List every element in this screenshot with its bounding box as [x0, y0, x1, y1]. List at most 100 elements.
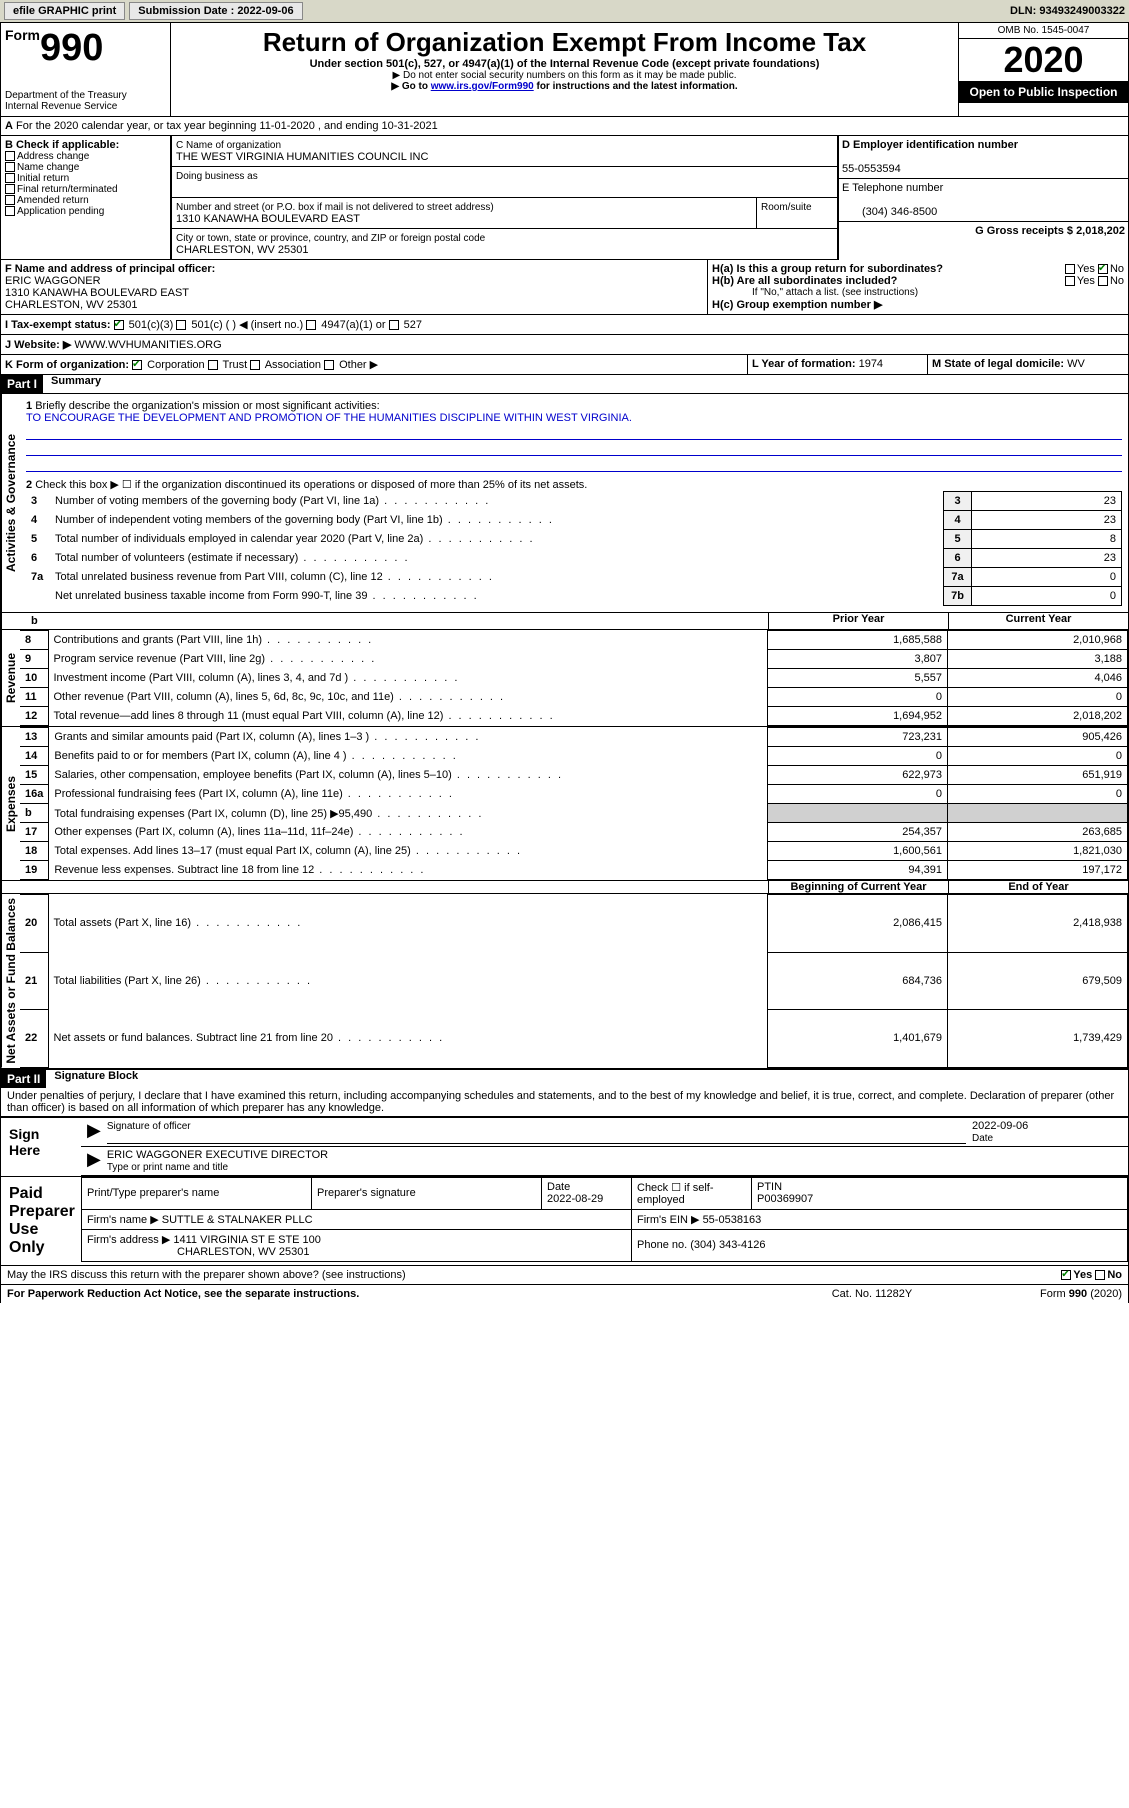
vert-exp: Expenses	[1, 727, 20, 880]
year-formation: 1974	[859, 358, 883, 370]
prior-year-hdr: Prior Year	[768, 613, 948, 629]
officer-city: CHARLESTON, WV 25301	[5, 299, 137, 311]
irs-link[interactable]: www.irs.gov/Form990	[431, 81, 534, 92]
arrow-icon: ▶	[87, 1149, 101, 1173]
prep-date: 2022-08-29	[547, 1193, 603, 1205]
hb-yes-checkbox[interactable]	[1065, 276, 1075, 286]
website-value: WWW.WVHUMANITIES.ORG	[74, 339, 221, 351]
open-inspection: Open to Public Inspection	[959, 81, 1128, 103]
period-line: A For the 2020 calendar year, or tax yea…	[0, 117, 1129, 136]
org-form-checkbox[interactable]	[132, 360, 142, 370]
mission-text: TO ENCOURAGE THE DEVELOPMENT AND PROMOTI…	[26, 412, 1122, 424]
part2-badge: Part II	[1, 1070, 46, 1088]
room-label: Room/suite	[761, 202, 812, 213]
beg-year-hdr: Beginning of Current Year	[768, 881, 948, 893]
topbar: efile GRAPHIC print Submission Date : 20…	[0, 0, 1129, 22]
hb-no-checkbox[interactable]	[1098, 276, 1108, 286]
note-ssn: ▶ Do not enter social security numbers o…	[175, 70, 954, 81]
sign-here-label: Sign Here	[1, 1118, 81, 1176]
prep-name-hdr: Print/Type preparer's name	[82, 1177, 312, 1209]
officer-sig-name: ERIC WAGGONER EXECUTIVE DIRECTOR	[107, 1149, 328, 1161]
current-year-hdr: Current Year	[948, 613, 1128, 629]
tax-status-checkbox[interactable]	[389, 320, 399, 330]
note-link: ▶ Go to www.irs.gov/Form990 for instruct…	[175, 81, 954, 92]
section-b-checkbox[interactable]	[5, 206, 15, 216]
name-label: Type or print name and title	[107, 1162, 228, 1173]
section-b-checkbox[interactable]	[5, 162, 15, 172]
klm-row: K Form of organization: Corporation Trus…	[0, 355, 1129, 375]
sign-block: Sign Here ▶ Signature of officer 2022-09…	[0, 1117, 1129, 1177]
section-b-checkbox[interactable]	[5, 151, 15, 161]
form-footer: Form 990 (2020)	[972, 1288, 1122, 1300]
section-b-checkbox[interactable]	[5, 173, 15, 183]
part1-badge: Part I	[1, 375, 43, 393]
org-form-checkbox[interactable]	[324, 360, 334, 370]
pra-notice: For Paperwork Reduction Act Notice, see …	[7, 1288, 772, 1300]
self-emp-label: Check ☐ if self-employed	[632, 1177, 752, 1209]
org-form-checkbox[interactable]	[208, 360, 218, 370]
ptin-value: P00369907	[757, 1193, 813, 1205]
form-title: Return of Organization Exempt From Incom…	[175, 27, 954, 58]
section-i-label: I Tax-exempt status:	[5, 319, 111, 331]
part1-header: Part I Summary	[0, 375, 1129, 394]
tax-status-checkbox[interactable]	[114, 320, 124, 330]
submission-button[interactable]: Submission Date : 2022-09-06	[129, 2, 302, 20]
org-form-checkbox[interactable]	[250, 360, 260, 370]
section-b-label: B Check if applicable:	[5, 139, 119, 151]
year-formation-label: L Year of formation:	[752, 358, 856, 370]
sig-officer-label: Signature of officer	[107, 1121, 191, 1132]
dln-label: DLN: 93493249003322	[1010, 5, 1125, 17]
tax-status-checkbox[interactable]	[306, 320, 316, 330]
blank-line	[26, 458, 1122, 472]
sign-date: 2022-09-06	[972, 1120, 1028, 1132]
q2-label: Check this box ▶ ☐ if the organization d…	[35, 479, 587, 491]
blank-line	[26, 426, 1122, 440]
vert-net: Net Assets or Fund Balances	[1, 894, 20, 1068]
ein-label: D Employer identification number	[842, 139, 1018, 151]
ha-no-checkbox[interactable]	[1098, 264, 1108, 274]
blank-line	[26, 442, 1122, 456]
org-name: THE WEST VIRGINIA HUMANITIES COUNCIL INC	[176, 151, 428, 163]
ha-yes-checkbox[interactable]	[1065, 264, 1075, 274]
paid-block: Paid Preparer Use Only Print/Type prepar…	[0, 1177, 1129, 1266]
street-label: Number and street (or P.O. box if mail i…	[176, 202, 494, 213]
section-b-checkbox[interactable]	[5, 195, 15, 205]
fh-block: F Name and address of principal officer:…	[0, 260, 1129, 315]
website-label: J Website: ▶	[5, 339, 71, 351]
ein-value: 55-0553594	[842, 163, 901, 175]
cat-no: Cat. No. 11282Y	[772, 1288, 972, 1300]
end-year-hdr: End of Year	[948, 881, 1128, 893]
dept-label: Department of the Treasury Internal Reve…	[5, 90, 166, 112]
vert-rev: Revenue	[1, 630, 20, 726]
city: CHARLESTON, WV 25301	[176, 244, 308, 256]
efile-button[interactable]: efile GRAPHIC print	[4, 2, 125, 20]
firm-ein: 55-0538163	[703, 1214, 762, 1226]
tax-status-row: I Tax-exempt status: 501(c)(3) 501(c) ( …	[0, 315, 1129, 335]
perjury-text: Under penalties of perjury, I declare th…	[0, 1088, 1129, 1117]
website-row: J Website: ▶ WWW.WVHUMANITIES.ORG	[0, 335, 1129, 355]
section-b-checkbox[interactable]	[5, 184, 15, 194]
form-header: Form990 Department of the Treasury Inter…	[0, 22, 1129, 117]
part1-title: Summary	[43, 375, 101, 393]
tax-status-checkbox[interactable]	[176, 320, 186, 330]
city-label: City or town, state or province, country…	[176, 233, 485, 244]
domicile-label: M State of legal domicile:	[932, 358, 1064, 370]
firm-addr2: CHARLESTON, WV 25301	[87, 1246, 309, 1258]
officer-label: F Name and address of principal officer:	[5, 263, 215, 275]
gross-label: G Gross receipts $ 2,018,202	[975, 225, 1125, 237]
form-number: Form990	[5, 27, 166, 70]
h-b-note: If "No," attach a list. (see instruction…	[712, 287, 1124, 298]
discuss-yes-checkbox[interactable]	[1061, 1270, 1071, 1280]
phone-value: (304) 346-8500	[842, 206, 937, 218]
dba-label: Doing business as	[176, 171, 258, 182]
officer-street: 1310 KANAWHA BOULEVARD EAST	[5, 287, 189, 299]
footer-row: For Paperwork Reduction Act Notice, see …	[0, 1285, 1129, 1303]
section-k-label: K Form of organization:	[5, 359, 129, 371]
part2-title: Signature Block	[46, 1070, 138, 1088]
prep-sig-hdr: Preparer's signature	[312, 1177, 542, 1209]
discuss-no-checkbox[interactable]	[1095, 1270, 1105, 1280]
paid-label: Paid Preparer Use Only	[1, 1177, 81, 1265]
discuss-row: May the IRS discuss this return with the…	[0, 1266, 1129, 1285]
bcdeg-block: B Check if applicable: Address changeNam…	[0, 136, 1129, 260]
domicile: WV	[1067, 358, 1085, 370]
